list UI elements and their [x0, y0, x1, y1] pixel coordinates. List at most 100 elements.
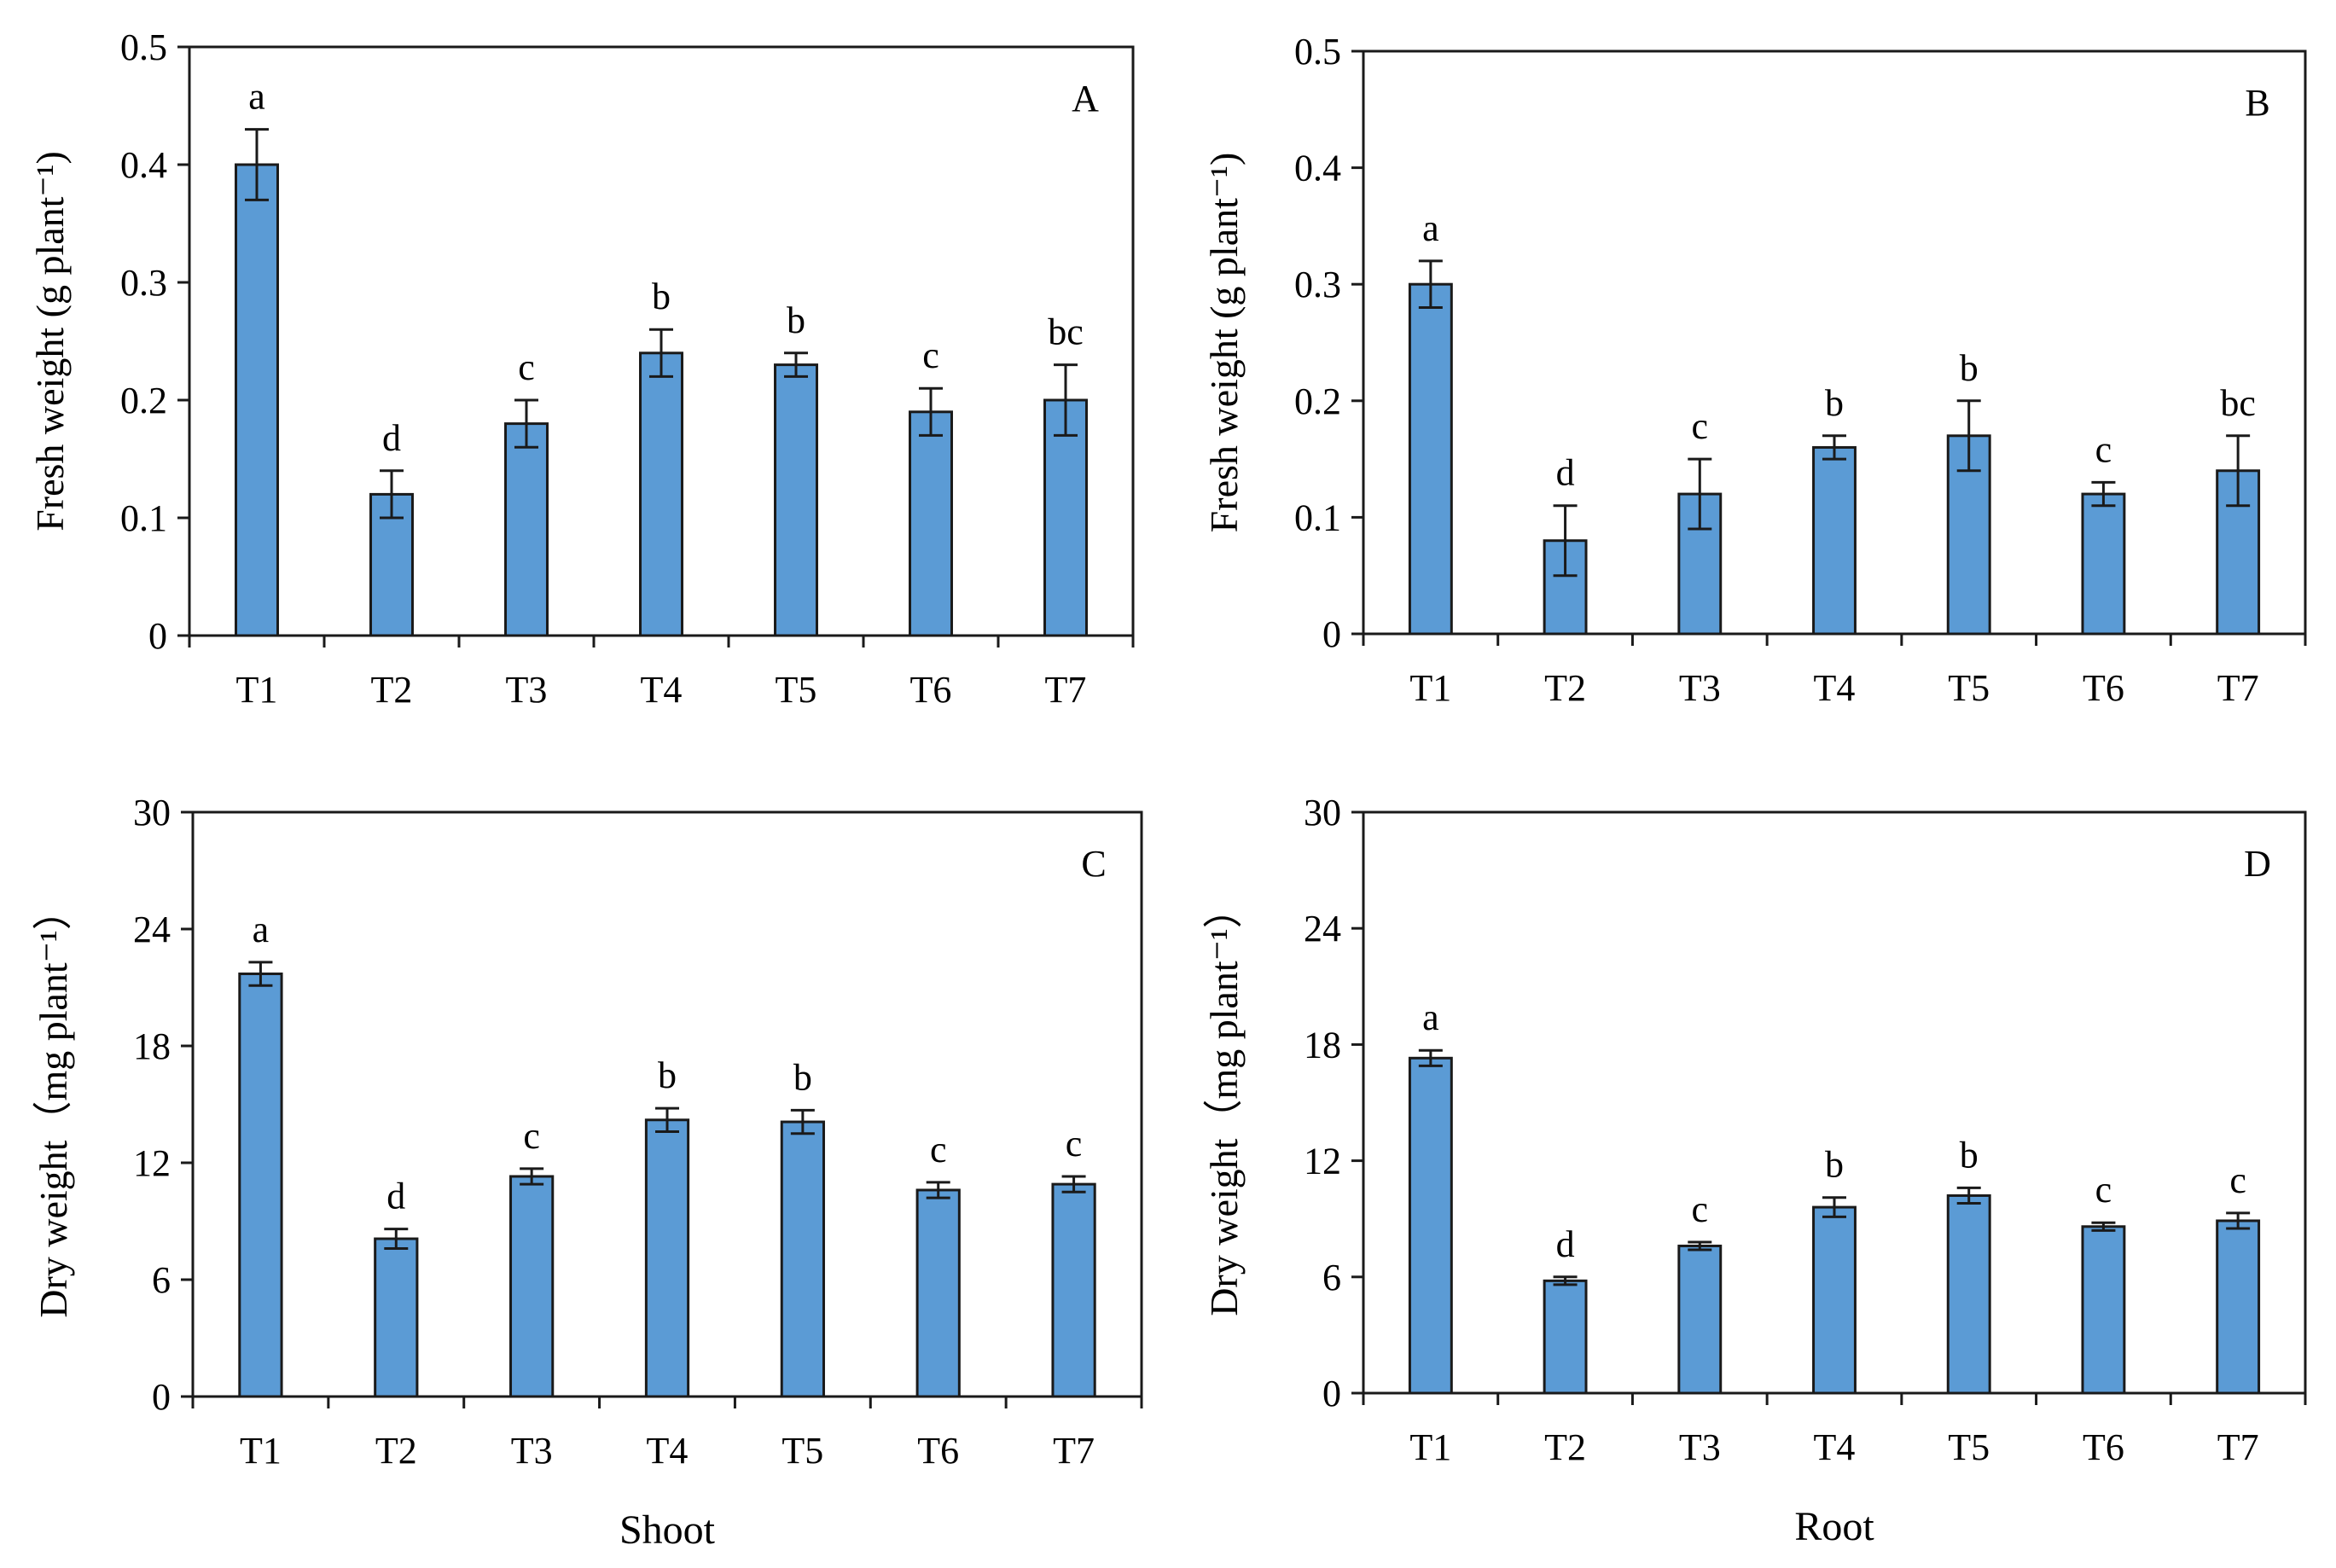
bar [1051, 1182, 1096, 1398]
y-tick-label: 0 [148, 615, 167, 657]
x-tick-label: T6 [917, 1430, 959, 1472]
x-tick-label: T1 [1409, 1426, 1451, 1468]
significance-label: c [2229, 1159, 2246, 1201]
y-tick-label: 0.3 [1294, 264, 1341, 305]
x-tick-label: T6 [2083, 1426, 2124, 1468]
x-tick-label: T5 [782, 1430, 823, 1472]
significance-label: c [1066, 1123, 1083, 1164]
significance-label: c [523, 1115, 540, 1157]
bar [780, 1120, 825, 1398]
y-tick-label: 12 [133, 1142, 171, 1184]
x-tick-label: T1 [1409, 667, 1451, 709]
bar [2216, 469, 2261, 636]
significance-label: c [518, 346, 535, 388]
bar [644, 1118, 690, 1398]
panel-b: 0 0.1 0.2 0.3 0.4 0.5 a T1 d T2 c T3 b T4 b T5 c T6 bc T7 B F… [1202, 31, 2307, 709]
y-tick-label: 18 [1304, 1024, 1341, 1066]
significance-label: c [2095, 1169, 2112, 1211]
x-tick-label: T5 [1948, 667, 1990, 709]
y-tick-label: 0.3 [120, 262, 167, 304]
y-axis-label: Fresh weight (g plant⁻¹) [1202, 153, 1246, 533]
significance-label: b [787, 299, 805, 341]
x-tick-label: T3 [506, 669, 548, 711]
panel-c: 0 6 12 18 24 30 a T1 d T2 c T3 b T4 b T5 c T6 c T7 C Dry weig… [32, 792, 1143, 1553]
y-tick-label: 30 [1304, 792, 1341, 833]
bar [774, 363, 818, 637]
y-tick-label: 0.5 [1294, 31, 1341, 73]
y-axis-label: Fresh weight (g plant⁻¹) [28, 151, 72, 531]
significance-label: d [1556, 1223, 1575, 1265]
x-tick-label: T2 [371, 669, 413, 711]
bar [509, 1175, 555, 1398]
x-tick-label: T4 [1814, 1426, 1856, 1468]
bar [1812, 1205, 1857, 1395]
x-axis-title: Shoot [619, 1507, 716, 1553]
x-tick-label: T6 [2083, 667, 2124, 709]
significance-label: d [382, 417, 401, 459]
x-tick-label: T7 [1045, 669, 1087, 711]
y-tick-label: 0.2 [1294, 380, 1341, 422]
y-tick-label: 0 [1322, 613, 1341, 655]
x-tick-label: T1 [240, 1430, 282, 1472]
significance-label: b [1960, 1134, 1979, 1176]
significance-label: bc [1048, 311, 1084, 353]
significance-label: b [1825, 1144, 1844, 1186]
bar [1408, 282, 1453, 636]
bar [1812, 445, 1857, 636]
x-tick-label: T3 [511, 1430, 553, 1472]
x-tick-label: T7 [1053, 1430, 1095, 1472]
y-tick-label: 0 [152, 1376, 171, 1418]
y-tick-label: 0.1 [1294, 497, 1341, 538]
bar [1543, 1279, 1588, 1395]
significance-label: c [922, 334, 939, 376]
x-tick-label: T2 [1544, 1426, 1586, 1468]
bar [909, 410, 953, 637]
significance-label: b [1960, 347, 1979, 389]
y-tick-label: 6 [1322, 1257, 1341, 1298]
bar [1946, 1193, 1991, 1395]
significance-label: c [1692, 405, 1709, 447]
significance-label: a [248, 76, 265, 118]
bar [2081, 1225, 2126, 1395]
significance-label: b [793, 1056, 812, 1098]
bar [2081, 492, 2126, 636]
y-tick-label: 24 [133, 909, 171, 950]
significance-label: d [1556, 452, 1575, 494]
x-tick-label: T3 [1679, 1426, 1721, 1468]
significance-label: a [253, 909, 270, 950]
bar [235, 163, 279, 637]
significance-label: a [1422, 996, 1439, 1038]
bar [504, 422, 549, 637]
bar [1043, 398, 1088, 637]
y-tick-label: 24 [1304, 908, 1341, 950]
y-tick-label: 6 [152, 1259, 171, 1301]
x-tick-label: T7 [2217, 1426, 2259, 1468]
significance-label: c [1692, 1188, 1709, 1230]
x-tick-label: T3 [1679, 667, 1721, 709]
y-tick-label: 0.2 [120, 380, 167, 421]
bar [374, 1237, 419, 1398]
bar [1677, 1244, 1723, 1395]
y-tick-label: 30 [133, 792, 171, 833]
bar [639, 351, 683, 637]
x-tick-label: T1 [236, 669, 278, 711]
bar [915, 1188, 961, 1398]
x-tick-label: T4 [647, 1430, 689, 1472]
y-tick-label: 0.5 [120, 26, 167, 68]
panel-letter: D [2244, 843, 2271, 885]
y-tick-label: 0.4 [120, 144, 167, 186]
y-tick-label: 12 [1304, 1141, 1341, 1182]
panel-letter: B [2245, 82, 2269, 124]
y-tick-label: 18 [133, 1025, 171, 1067]
panel-letter: C [1081, 843, 1106, 885]
significance-label: b [652, 276, 671, 317]
x-tick-label: T7 [2217, 667, 2259, 709]
significance-label: c [2095, 428, 2112, 470]
significance-label: bc [2220, 382, 2256, 424]
significance-label: d [386, 1176, 405, 1217]
significance-label: c [930, 1129, 947, 1170]
bar [2216, 1219, 2261, 1395]
x-tick-label: T6 [910, 669, 952, 711]
y-tick-label: 0 [1322, 1373, 1341, 1414]
panel-d: 0 6 12 18 24 30 a T1 d T2 c T3 b T4 b T5 c T6 c T7 D Dry weig… [1202, 792, 2307, 1549]
